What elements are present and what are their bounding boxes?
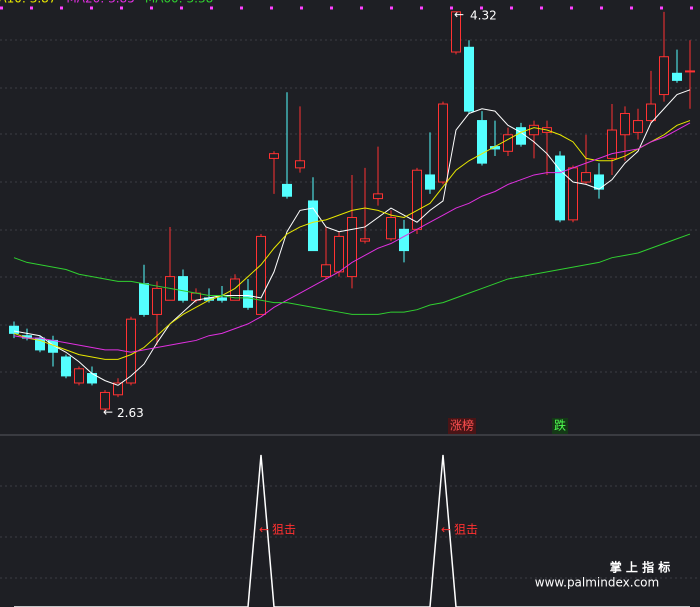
arrow: ← [454,7,464,21]
candle-body [282,183,292,197]
legend-entry: MA60: 3.38 [145,0,213,6]
candle-body [243,290,253,308]
candle-body [152,287,162,315]
legend-entry: MA20: 3.85 [66,0,134,6]
candle-body [685,70,695,73]
candle-body [334,235,344,273]
indicator-label: 狙击 [454,523,478,537]
ma-line [13,122,691,353]
candle-body [9,325,19,334]
candle-body [672,72,682,81]
signal-bg [448,418,477,434]
candle-body [464,46,474,112]
legend-entry: MA10: 3.87 [0,0,56,6]
candle-body [659,56,669,96]
high-label: 4.32 [470,8,497,22]
candle-body [139,283,149,315]
candle-body [633,120,643,133]
arrow: ← [103,405,113,419]
candle-body [620,112,630,136]
candle-body [269,153,279,159]
ma-line [13,120,691,360]
candle-body [178,276,188,301]
candle-body [295,160,305,169]
candle-body [425,174,435,190]
arrow: ← [259,523,269,537]
candle-body [529,124,539,136]
candle-body [113,382,123,396]
candle-body [347,217,357,278]
signal-bg [552,418,569,434]
ma-line [13,89,691,386]
watermark-url: www.palmindex.com [535,576,659,590]
arrow: ← [441,523,451,537]
watermark-title: 掌 上 指 标 [610,560,671,575]
candle-body [321,264,331,278]
candle-body [386,217,396,240]
candle-body [230,278,240,301]
candle-body [100,391,110,410]
ma-line [13,233,691,315]
signal-label: 涨榜 [450,418,474,433]
low-label: 2.63 [117,406,144,420]
candle-body [646,103,656,122]
candle-body [607,129,617,159]
candle-body [399,228,409,252]
candle-body [451,11,461,53]
candle-body [74,368,84,384]
candle-body [555,155,565,221]
candle-body [503,134,513,152]
candle-body [568,167,578,221]
candle-body [308,200,318,252]
candle-body [360,238,370,242]
candle-body [373,193,383,200]
candle-body [581,172,591,183]
candle-body [477,120,487,164]
candle-body [217,297,227,301]
candle-body [61,356,71,377]
candle-body [438,103,448,183]
candle-body [256,235,266,315]
indicator-label: 狙击 [272,523,296,537]
signal-label: 跌 [554,418,566,433]
